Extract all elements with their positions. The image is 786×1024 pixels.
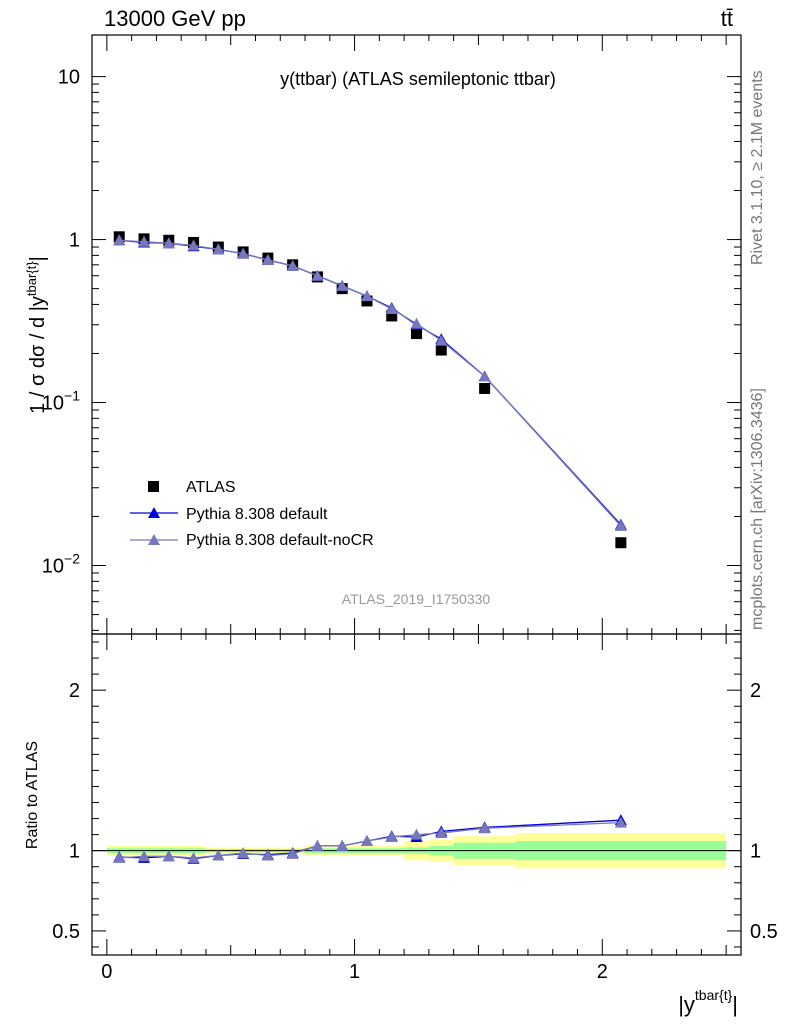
- x-axis-label: |ytbar{t}|: [678, 987, 738, 1017]
- data-point-pythia-8-308-default-nocr: [478, 370, 491, 382]
- legend-label-atlas: ATLAS: [186, 479, 236, 496]
- ratio-point-pythia-8-308-default-nocr: [336, 839, 349, 851]
- main-y-axis-label: 1 / σ dσ / d |ytbar{t}|: [24, 256, 49, 414]
- legend-entry-atlas: ATLAS: [148, 479, 236, 496]
- legend-entry-pythia-nocr: Pythia 8.308 default-noCR: [130, 532, 374, 549]
- data-point-atlas: [411, 328, 422, 340]
- ratio-y-tick-label-right: 2: [750, 680, 761, 702]
- legend-label-pythia-nocr: Pythia 8.308 default-noCR: [186, 532, 374, 549]
- data-point-pythia-8-308-default-nocr: [113, 234, 126, 246]
- ratio-point-pythia-8-308-default-nocr: [162, 850, 175, 862]
- data-point-pythia-8-308-default-nocr: [385, 302, 398, 314]
- ratio-point-pythia-8-308-default-nocr: [311, 839, 324, 851]
- ratio-y-tick-label-right: 1: [750, 841, 761, 863]
- ratio-point-pythia-8-308-default-nocr: [614, 816, 627, 828]
- main-y-tick-label: 10−2: [42, 551, 80, 578]
- legend-marker-atlas: [148, 481, 159, 492]
- data-point-pythia-8-308-default-nocr: [410, 317, 423, 329]
- ratio-point-pythia-8-308-default-nocr: [410, 828, 423, 840]
- series-line-pythia-8-308-default-nocr: [119, 239, 622, 527]
- ratio-panel: 0 1 2 0.5 0.5 1 1 2 2 Ratio to ATLAS |ytbar{t}|: [24, 633, 778, 1017]
- ratio-y-tick-label-left: 1: [69, 841, 80, 863]
- process-label: tt̄: [721, 6, 733, 31]
- ratio-y-tick-label-left: 0.5: [52, 921, 80, 943]
- ratio-point-pythia-8-308-default-nocr: [237, 847, 250, 859]
- ratio-point-pythia-8-308-default-nocr: [187, 851, 200, 863]
- legend: ATLAS Pythia 8.308 default Pythia 8.308 …: [130, 479, 374, 549]
- ratio-point-pythia-8-308-default-nocr: [478, 822, 491, 834]
- ratio-y-tick-label-right: 0.5: [750, 921, 778, 943]
- ratio-y-tick-label-left: 2: [69, 680, 80, 702]
- ratio-y-axis-label: Ratio to ATLAS: [24, 741, 41, 849]
- ratio-point-pythia-8-308-default-nocr: [286, 847, 299, 859]
- data-point-pythia-8-308-default-nocr: [138, 235, 151, 247]
- data-point-pythia-8-308-default-nocr: [360, 290, 373, 302]
- main-y-tick-label: 10: [58, 67, 80, 89]
- rivet-label: Rivet 3.1.10, ≥ 2.1M events: [749, 70, 766, 265]
- data-point-pythia-8-308-default-nocr: [162, 237, 175, 249]
- mcplots-label: mcplots.cern.ch [arXiv:1306.3436]: [749, 388, 766, 630]
- ratio-point-pythia-8-308-default-nocr: [261, 849, 274, 861]
- ratio-point-pythia-8-308-default-nocr: [385, 831, 398, 843]
- ratio-point-pythia-8-308-default-nocr: [435, 827, 448, 839]
- ratio-x-tick-label: 2: [597, 961, 608, 983]
- chart-title: y(ttbar) (ATLAS semileptonic ttbar): [280, 69, 556, 89]
- ratio-point-pythia-8-308-default-nocr: [113, 851, 126, 863]
- data-point-pythia-8-308-default-nocr: [286, 259, 299, 271]
- ratio-x-tick-label: 1: [349, 961, 360, 983]
- main-y-tick-label: 10−1: [42, 388, 80, 415]
- data-point-pythia-8-308-default-nocr: [336, 279, 349, 291]
- main-y-tick-label: 1: [69, 230, 80, 252]
- legend-marker-pythia-nocr: [148, 534, 160, 545]
- data-point-pythia-8-308-default-nocr: [261, 253, 274, 265]
- data-point-pythia-8-308-default-nocr: [212, 243, 225, 255]
- legend-entry-pythia-default: Pythia 8.308 default: [130, 506, 328, 523]
- ratio-plot-frame: [91, 633, 742, 956]
- data-point-atlas: [615, 537, 627, 549]
- legend-marker-pythia-default: [148, 507, 160, 518]
- data-point-pythia-8-308-default-nocr: [187, 239, 200, 251]
- data-point-pythia-8-308-default-nocr: [614, 519, 627, 531]
- data-point-pythia-8-308-default-nocr: [237, 247, 250, 259]
- data-point-atlas: [386, 310, 398, 322]
- ratio-x-tick-label: 0: [101, 961, 112, 983]
- ratio-point-pythia-8-308-default-nocr: [212, 849, 225, 861]
- data-point-atlas: [479, 382, 491, 394]
- energy-label: 13000 GeV pp: [104, 6, 246, 31]
- data-point-pythia-8-308-default-nocr: [311, 269, 324, 281]
- ratio-line-pythia-8-308-default-nocr: [119, 821, 621, 859]
- analysis-id: ATLAS_2019_I1750330: [342, 591, 491, 607]
- main-panel: 10−2 10−1 1 10 y(ttbar) (ATLAS semileptonic…: [24, 34, 742, 635]
- ratio-point-pythia-8-308-default-nocr: [138, 850, 151, 862]
- legend-label-pythia-default: Pythia 8.308 default: [186, 506, 328, 523]
- data-point-atlas: [435, 344, 447, 356]
- data-point-pythia-8-308-default-nocr: [435, 334, 448, 346]
- ratio-point-pythia-8-308-default-nocr: [360, 835, 373, 847]
